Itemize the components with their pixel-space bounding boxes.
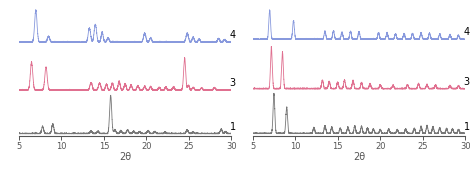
Text: 3: 3 [463,77,470,87]
Text: 1: 1 [463,122,470,132]
Text: 1: 1 [230,122,236,132]
X-axis label: 2θ: 2θ [353,152,365,162]
Text: 3: 3 [230,78,236,88]
Text: 4: 4 [463,27,470,37]
Text: 4: 4 [230,30,236,40]
X-axis label: 2θ: 2θ [119,152,131,162]
